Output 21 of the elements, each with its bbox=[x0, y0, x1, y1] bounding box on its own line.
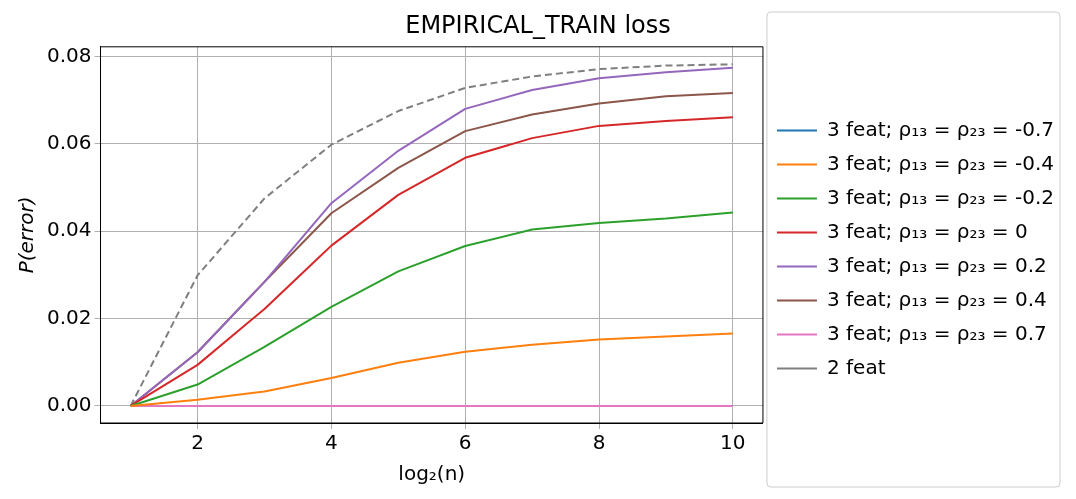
legend-label: 3 feat; ρ₁₃ = ρ₂₃ = 0.2 bbox=[826, 252, 1047, 277]
x-axis-title: log₂(n) bbox=[398, 461, 466, 486]
y-tick-label: 0.00 bbox=[47, 392, 92, 417]
y-tick-label: 0.04 bbox=[47, 217, 92, 242]
y-axis-title: P(error) bbox=[14, 196, 39, 274]
chart-title: EMPIRICAL_TRAIN loss bbox=[405, 10, 671, 39]
y-tick-label: 0.06 bbox=[47, 130, 92, 154]
legend-label: 3 feat; ρ₁₃ = ρ₂₃ = 0.7 bbox=[826, 320, 1047, 345]
legend-label: 3 feat; ρ₁₃ = ρ₂₃ = -0.7 bbox=[826, 116, 1055, 141]
y-tick-label: 0.08 bbox=[47, 42, 92, 67]
legend-label: 3 feat; ρ₁₃ = ρ₂₃ = -0.2 bbox=[826, 184, 1055, 209]
x-tick-label: 10 bbox=[720, 430, 746, 455]
x-tick-label: 4 bbox=[325, 430, 338, 455]
x-tick-label: 8 bbox=[592, 430, 606, 455]
legend-label: 3 feat; ρ₁₃ = ρ₂₃ = 0.4 bbox=[826, 286, 1047, 311]
x-tick-label: 6 bbox=[458, 430, 472, 455]
legend-label: 2 feat bbox=[826, 354, 886, 379]
x-tick-label: 2 bbox=[191, 430, 204, 455]
y-tick-label: 0.02 bbox=[47, 304, 92, 329]
legend-label: 3 feat; ρ₁₃ = ρ₂₃ = 0 bbox=[826, 218, 1028, 243]
legend-label: 3 feat; ρ₁₃ = ρ₂₃ = -0.4 bbox=[826, 150, 1055, 175]
